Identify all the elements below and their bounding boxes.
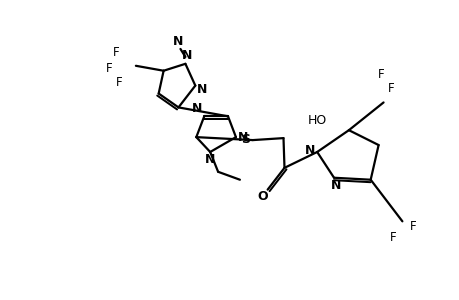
Text: F: F	[389, 231, 396, 244]
Text: N: N	[330, 179, 341, 192]
Text: N: N	[192, 102, 202, 115]
Text: F: F	[377, 68, 384, 81]
Text: F: F	[387, 82, 394, 95]
Text: N: N	[205, 153, 215, 167]
Text: F: F	[409, 220, 416, 233]
Text: N: N	[182, 50, 192, 62]
Text: F: F	[116, 76, 122, 89]
Text: O: O	[257, 190, 268, 203]
Text: N: N	[196, 83, 207, 96]
Text: N: N	[304, 145, 315, 158]
Text: F: F	[106, 62, 112, 75]
Text: N: N	[173, 34, 183, 47]
Text: N: N	[237, 130, 247, 144]
Text: HO: HO	[307, 114, 326, 127]
Text: F: F	[112, 46, 119, 59]
Text: S: S	[241, 133, 250, 146]
